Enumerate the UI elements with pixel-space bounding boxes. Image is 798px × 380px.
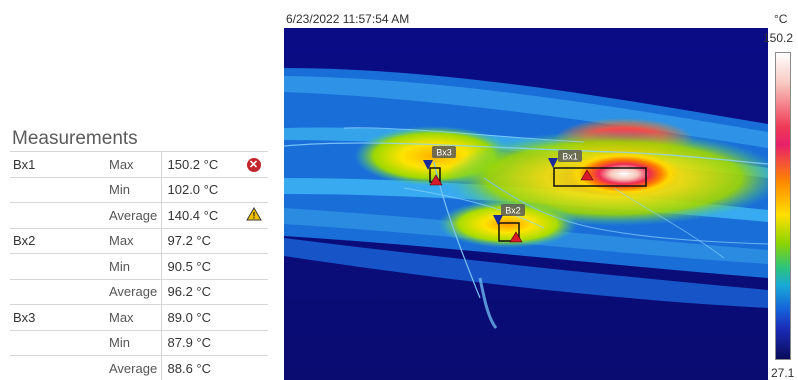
measurement-value: 88.6 °C [160,355,239,380]
capture-timestamp: 6/23/2022 11:57:54 AM [286,12,410,26]
measurement-row: Min 90.5 °C [10,253,268,280]
measurement-box-name [10,202,95,229]
measurement-status [239,228,268,254]
max-marker-icon [580,169,594,181]
measurement-box-bx2[interactable]: Bx2 [493,204,525,243]
svg-text:!: ! [252,210,255,220]
measurements-title: Measurements [12,128,138,149]
measurement-status: ✕ [239,151,268,178]
temperature-color-scale [775,52,791,360]
measurement-value: 87.9 °C [160,330,239,356]
measurement-parameter: Max [95,151,161,178]
measurement-row: Average 140.4 °C! [10,202,268,229]
measurement-box-name [10,330,95,356]
min-marker-icon [423,160,433,170]
measurement-parameter: Max [95,228,161,254]
min-marker-icon [548,158,558,168]
measurement-status [239,253,268,280]
measurement-status [239,355,268,380]
measurement-row: Min 102.0 °C [10,177,268,203]
measurement-status [239,177,268,203]
measurement-box-bx1[interactable]: Bx1 [548,150,647,187]
measurement-row: Average 96.2 °C [10,279,268,305]
warning-icon[interactable]: ! [245,206,262,221]
measurement-parameter: Average [95,355,161,380]
measurement-value: 97.2 °C [160,228,239,254]
measurement-row: Average 88.6 °C [10,355,268,380]
measurement-row: Bx2 Max 97.2 °C [10,228,268,254]
measurements-table: Bx1 Max 150.2 °C ✕ Min 102.0 °C Average 140.4 °… [10,151,268,380]
measurement-value: 90.5 °C [160,253,239,280]
max-marker-icon [509,231,523,243]
measurement-box-name [10,253,95,280]
min-marker-icon [493,215,503,225]
measurement-status: ! [239,202,268,229]
thermal-image[interactable]: Bx1 Bx2 Bx3 [284,28,768,380]
measurement-box-name: Bx2 [10,228,95,254]
measurement-parameter: Min [95,330,161,356]
scale-min-label: 27.1 [771,366,795,380]
scale-max-label: 150.2 [763,31,794,45]
measurement-value: 150.2 °C [160,151,239,178]
measurement-box-bx3[interactable]: Bx3 [423,146,456,186]
measurement-value: 89.0 °C [160,304,239,331]
measurement-status [239,279,268,305]
max-marker-icon [429,174,443,186]
measurement-value: 96.2 °C [160,279,239,305]
thermal-image-canvas[interactable]: Bx1 Bx2 Bx3 [284,28,768,380]
measurement-value: 140.4 °C [160,202,239,229]
measurement-row: Min 87.9 °C [10,330,268,356]
measurement-box-name [10,355,95,380]
bx3-label: Bx3 [436,148,452,158]
measurement-value: 102.0 °C [160,177,239,203]
error-icon[interactable]: ✕ [246,158,261,173]
measurement-parameter: Min [95,177,161,203]
measurement-row: Bx1 Max 150.2 °C ✕ [10,151,268,178]
measurement-box-name [10,279,95,305]
measurement-box-name: Bx1 [10,151,95,178]
measurement-status [239,304,268,331]
measurement-parameter: Average [95,279,161,305]
measurement-parameter: Max [95,304,161,331]
measurement-parameter: Min [95,253,161,280]
measurement-row: Bx3 Max 89.0 °C [10,304,268,331]
scale-unit: °C [774,12,788,26]
bx2-label: Bx2 [505,206,521,216]
measurement-box-name: Bx3 [10,304,95,331]
measurement-status [239,330,268,356]
measurement-box-name [10,177,95,203]
measurement-parameter: Average [95,202,161,229]
bx1-label: Bx1 [562,152,578,162]
